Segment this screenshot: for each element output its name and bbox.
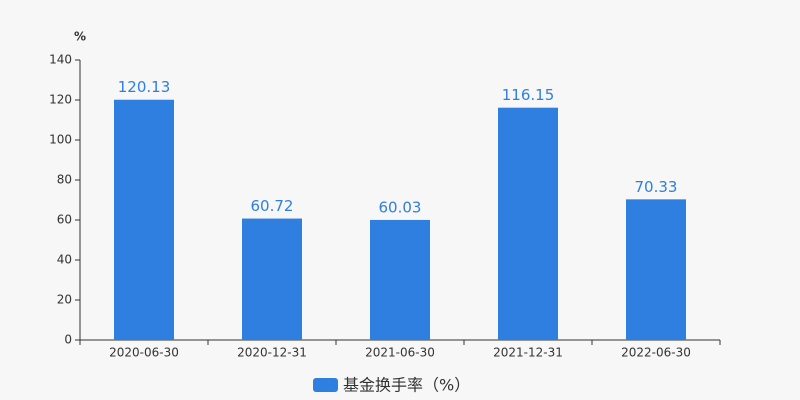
y-tick-label: 40 — [57, 253, 72, 267]
y-tick-label: 60 — [57, 213, 72, 227]
x-tick-label: 2020-12-31 — [237, 346, 307, 360]
value-label: 120.13 — [118, 78, 171, 96]
x-tick-label: 2021-06-30 — [365, 346, 435, 360]
x-tick-label: 2022-06-30 — [621, 346, 691, 360]
value-label: 60.72 — [251, 197, 294, 215]
bar — [114, 99, 174, 341]
y-tick-label: 0 — [64, 333, 72, 347]
value-label: 60.03 — [379, 198, 422, 216]
y-tick-label: 20 — [57, 293, 72, 307]
bar — [626, 199, 686, 340]
bar — [498, 107, 558, 340]
y-tick-label: 120 — [49, 93, 72, 107]
x-tick-label: 2020-06-30 — [109, 346, 179, 360]
y-tick-label: 80 — [57, 173, 72, 187]
y-tick-label: 140 — [49, 53, 72, 67]
bar — [370, 219, 430, 340]
y-axis-unit: % — [74, 30, 86, 44]
value-label: 116.15 — [502, 86, 555, 104]
x-tick-label: 2021-12-31 — [493, 346, 563, 360]
bar — [242, 218, 302, 340]
legend-swatch — [313, 378, 338, 392]
value-label: 70.33 — [635, 178, 678, 196]
y-tick-label: 100 — [49, 133, 72, 147]
legend-label: 基金换手率（%） — [343, 376, 470, 395]
